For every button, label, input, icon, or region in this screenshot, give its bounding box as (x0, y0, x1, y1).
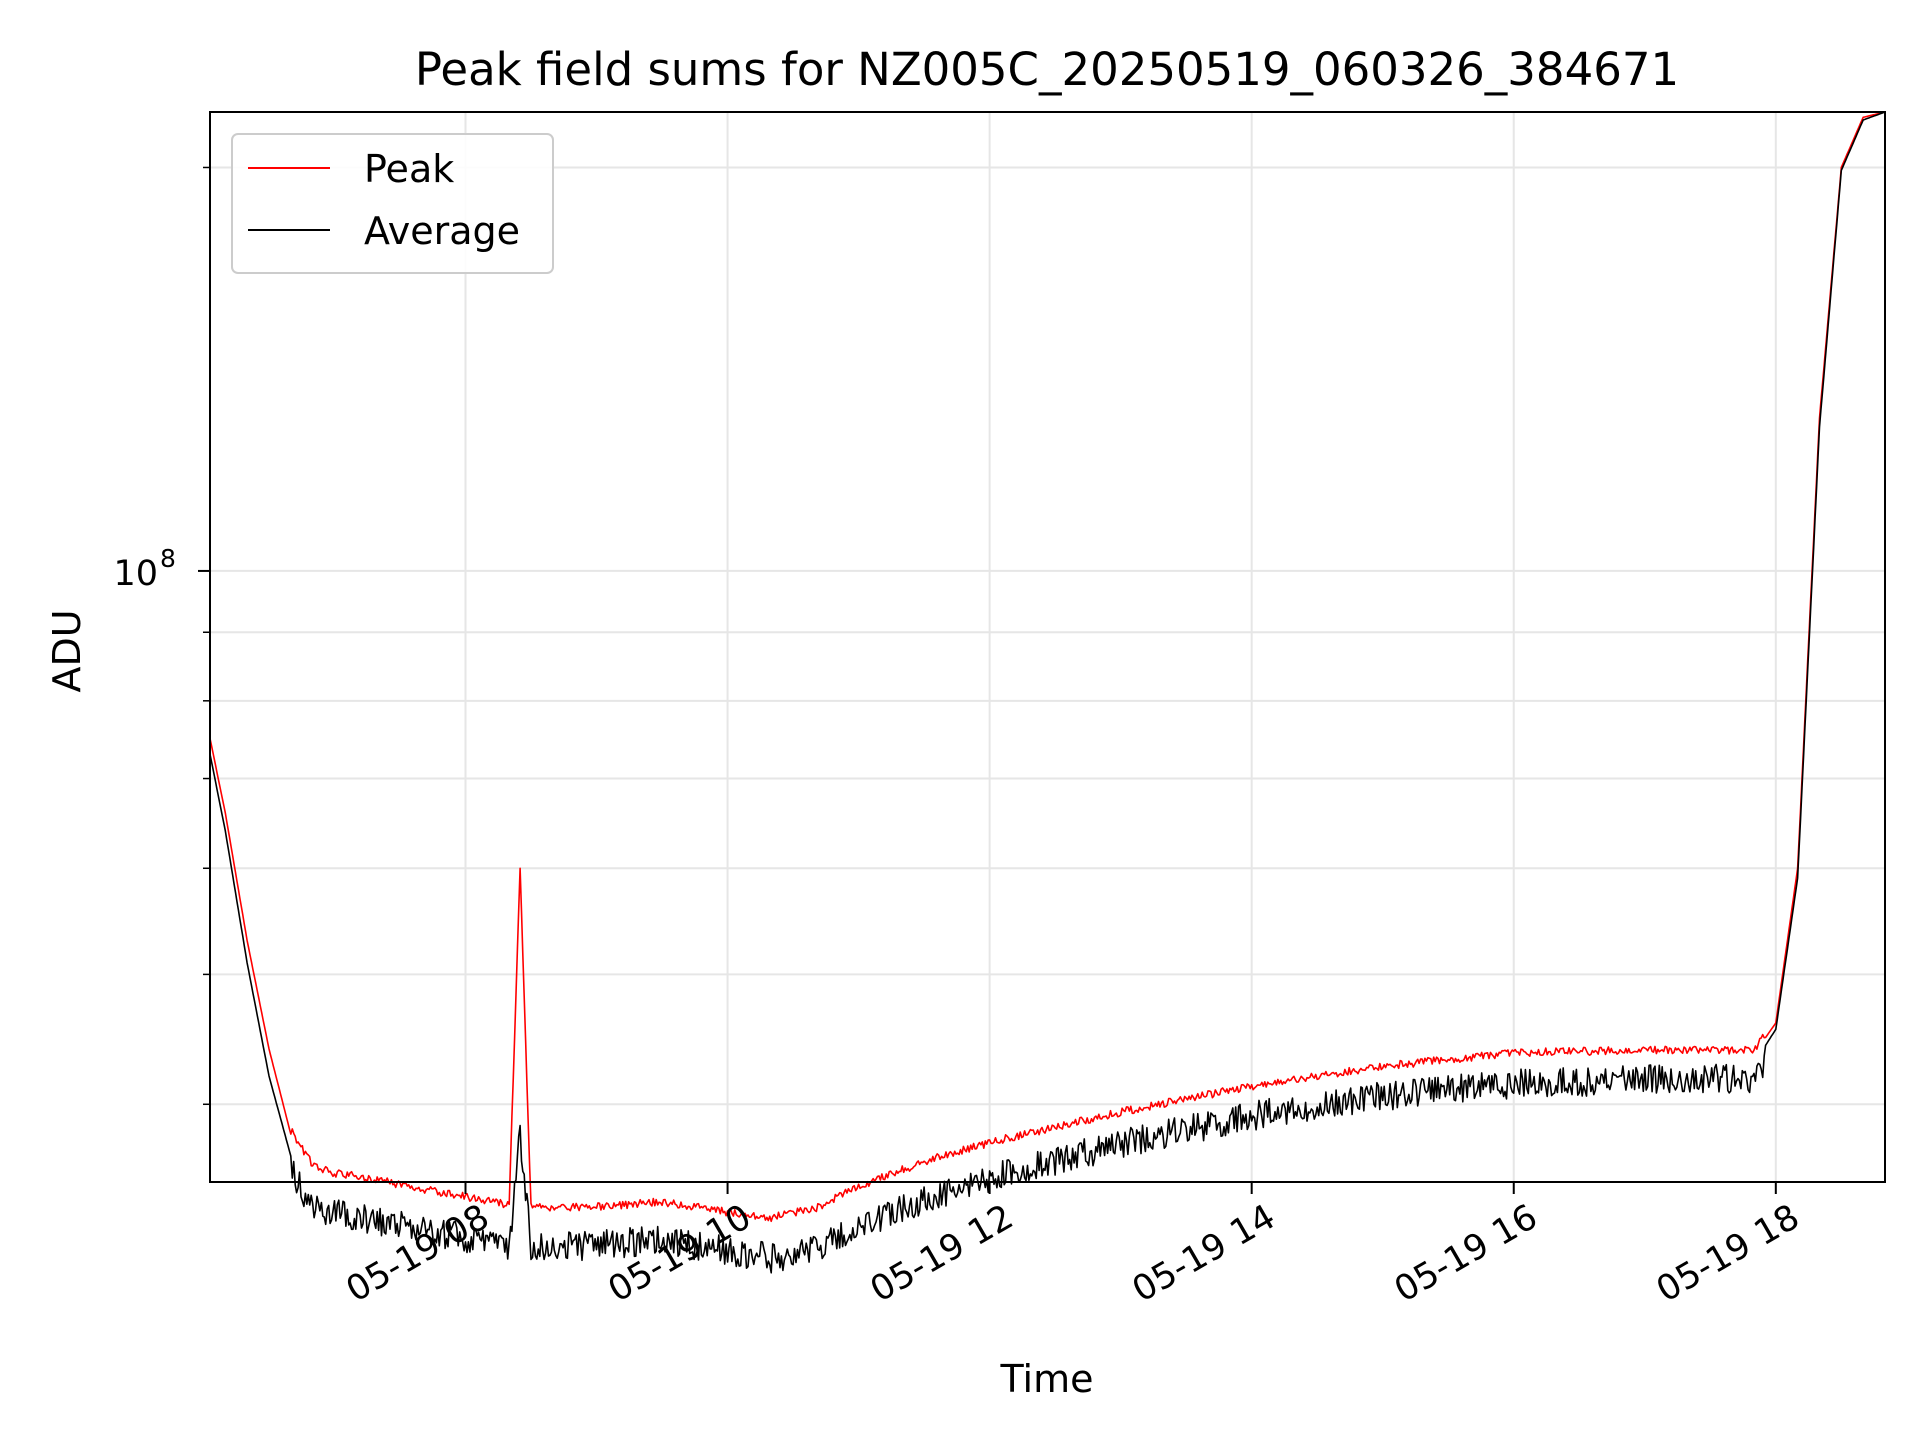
plot-frame (209, 111, 1886, 1183)
x-axis-label: Time (1000, 1357, 1094, 1401)
series-line-peak (209, 111, 1886, 1223)
chart-title: Peak field sums for NZ005C_20250519_0603… (415, 43, 1679, 96)
series-line-average (209, 111, 1886, 1274)
y-tick-label: 10 (113, 554, 158, 594)
grid (210, 112, 1885, 1182)
y-tick-exponent: 8 (160, 544, 176, 573)
y-axis-label: ADU (45, 609, 89, 692)
plot-series (209, 111, 1886, 1274)
legend-label-peak: Peak (364, 147, 454, 191)
legend-label-average: Average (364, 209, 520, 253)
y-tick-base: 10 (113, 554, 158, 594)
y-axis-ticks: 10 8 (113, 166, 210, 1106)
legend: Peak Average (231, 133, 554, 274)
